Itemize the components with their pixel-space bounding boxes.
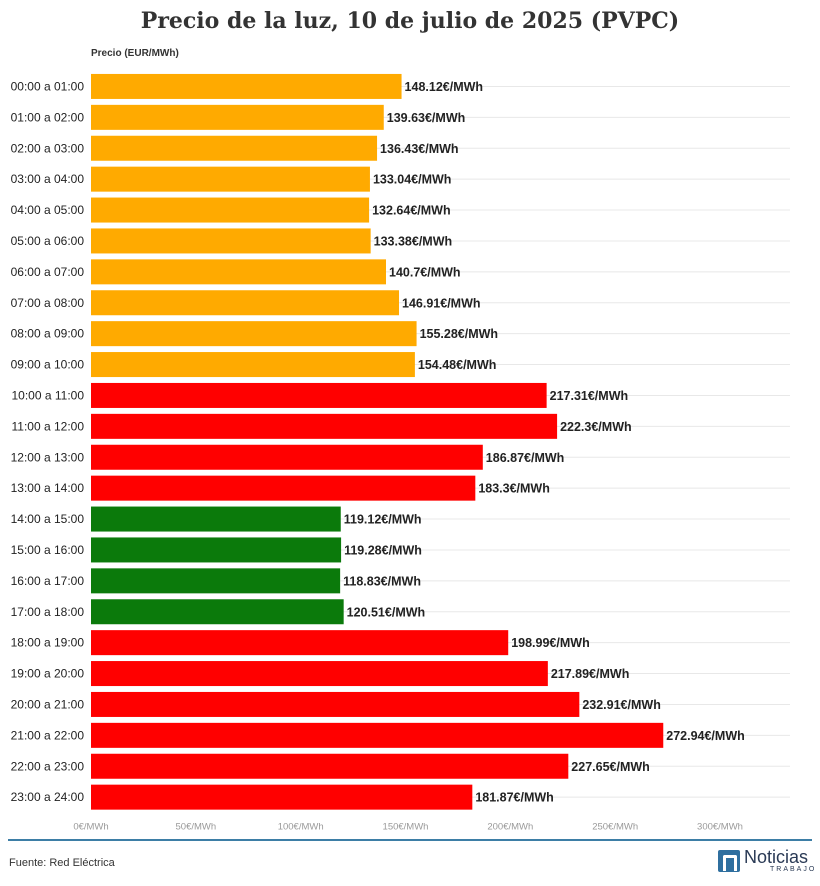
value-label: 140.7€/MWh: [389, 265, 461, 279]
logo-name: Noticias: [744, 847, 809, 867]
value-label: 217.31€/MWh: [550, 389, 629, 403]
value-label: 154.48€/MWh: [418, 358, 497, 372]
bar-07000800: [91, 290, 400, 316]
value-label: 119.28€/MWh: [344, 543, 422, 557]
value-label: 217.89€/MWh: [551, 667, 630, 681]
category-label: 15:00 a 16:00: [11, 543, 85, 557]
category-label: 09:00 a 10:00: [11, 358, 85, 372]
category-label: 01:00 a 02:00: [11, 110, 85, 124]
bar-19002000: [91, 661, 548, 687]
brand-logo: Noticias TRABAJO: [718, 847, 817, 875]
value-label: 198.99€/MWh: [511, 636, 590, 650]
bar-09001000: [91, 352, 415, 378]
grid-lines: [91, 85, 790, 798]
category-label: 16:00 a 17:00: [11, 574, 85, 588]
bar-11001200: [91, 413, 558, 439]
value-label: 232.91€/MWh: [582, 698, 661, 712]
x-tick-label: 100€/MWh: [278, 822, 324, 830]
category-label: 14:00 a 15:00: [11, 512, 85, 526]
value-labels: 148.12€/MWh 139.63€/MWh 136.43€/MWh 133.04€…: [343, 80, 745, 805]
value-label: 186.87€/MWh: [486, 451, 565, 465]
value-label: 222.3€/MWh: [560, 420, 632, 434]
bar-14001500: [91, 506, 341, 532]
bar-20002100: [91, 691, 580, 717]
category-labels: 00:00 a 01:00 01:00 a 02:00 02:00 a 03:00 0…: [11, 79, 85, 804]
value-label: 148.12€/MWh: [405, 80, 484, 94]
n-logo-icon: [718, 850, 740, 872]
value-label: 155.28€/MWh: [420, 327, 499, 341]
value-label: 118.83€/MWh: [343, 574, 421, 588]
category-label: 23:00 a 24:00: [11, 790, 85, 804]
bar-05000600: [91, 228, 371, 254]
x-tick-label: 250€/MWh: [592, 822, 638, 830]
category-label: 02:00 a 03:00: [11, 141, 85, 155]
category-label: 13:00 a 14:00: [11, 481, 85, 495]
value-label: 119.12€/MWh: [344, 513, 422, 527]
category-label: 03:00 a 04:00: [11, 172, 85, 186]
category-label: 17:00 a 18:00: [11, 605, 85, 619]
category-label: 22:00 a 23:00: [11, 759, 85, 773]
value-label: 132.64€/MWh: [372, 204, 451, 218]
y-axis-title: Precio (EUR/MWh): [91, 48, 179, 59]
value-label: 120.51€/MWh: [347, 605, 426, 619]
bar-22002300: [91, 753, 569, 779]
logo-subtitle: TRABAJO: [770, 866, 817, 873]
value-label: 139.63€/MWh: [387, 111, 466, 125]
bar-01000200: [91, 104, 384, 130]
bar-15001600: [91, 537, 342, 563]
bars: [91, 73, 664, 810]
bar-12001300: [91, 444, 483, 470]
bar-08000900: [91, 321, 417, 347]
bar-13001400: [91, 475, 476, 501]
category-label: 18:00 a 19:00: [11, 636, 85, 650]
bar-16001700: [91, 568, 341, 594]
category-label: 12:00 a 13:00: [11, 450, 85, 464]
x-tick-label: 150€/MWh: [383, 822, 429, 830]
category-label: 05:00 a 06:00: [11, 234, 85, 248]
bar-17001800: [91, 599, 344, 625]
category-label: 11:00 a 12:00: [11, 419, 84, 433]
bar-04000500: [91, 197, 370, 223]
value-label: 146.91€/MWh: [402, 296, 481, 310]
bar-00000100: [91, 73, 402, 99]
bar-03000400: [91, 166, 370, 192]
value-label: 136.43€/MWh: [380, 142, 459, 156]
category-label: 04:00 a 05:00: [11, 203, 85, 217]
chart-title: Precio de la luz, 10 de julio de 2025 (P…: [140, 8, 680, 34]
category-label: 00:00 a 01:00: [11, 79, 85, 93]
bar-02000300: [91, 135, 378, 161]
x-tick-label: 200€/MWh: [487, 822, 533, 830]
value-label: 133.04€/MWh: [373, 173, 452, 187]
bar-23002400: [91, 784, 473, 810]
x-tick-label: 300€/MWh: [697, 822, 743, 830]
bar-18001900: [91, 630, 509, 656]
value-label: 227.65€/MWh: [571, 760, 650, 774]
value-label: 183.3€/MWh: [478, 482, 550, 496]
bar-06000700: [91, 259, 387, 285]
x-tick-labels: 0€/MWh 50€/MWh 100€/MWh 150€/MWh 200€/MWh 250…: [73, 822, 743, 830]
category-label: 20:00 a 21:00: [11, 697, 85, 711]
x-tick-label: 0€/MWh: [73, 822, 108, 830]
category-label: 07:00 a 08:00: [11, 296, 85, 310]
category-label: 21:00 a 22:00: [11, 728, 85, 742]
value-label: 133.38€/MWh: [374, 234, 453, 248]
category-label: 19:00 a 20:00: [11, 667, 85, 681]
x-tick-label: 50€/MWh: [176, 822, 217, 830]
value-label: 272.94€/MWh: [666, 729, 745, 743]
bar-21002200: [91, 722, 664, 748]
category-label: 10:00 a 11:00: [11, 388, 84, 402]
source-note: Fuente: Red Eléctrica: [9, 857, 115, 869]
bar-10001100: [91, 382, 547, 408]
footer-divider: [8, 839, 812, 841]
category-label: 08:00 a 09:00: [11, 327, 85, 341]
category-label: 06:00 a 07:00: [11, 265, 85, 279]
value-label: 181.87€/MWh: [475, 791, 554, 805]
bar-chart: Precio (EUR/MWh) 00:00 a 01:00 01:00 a 02…: [11, 48, 790, 830]
